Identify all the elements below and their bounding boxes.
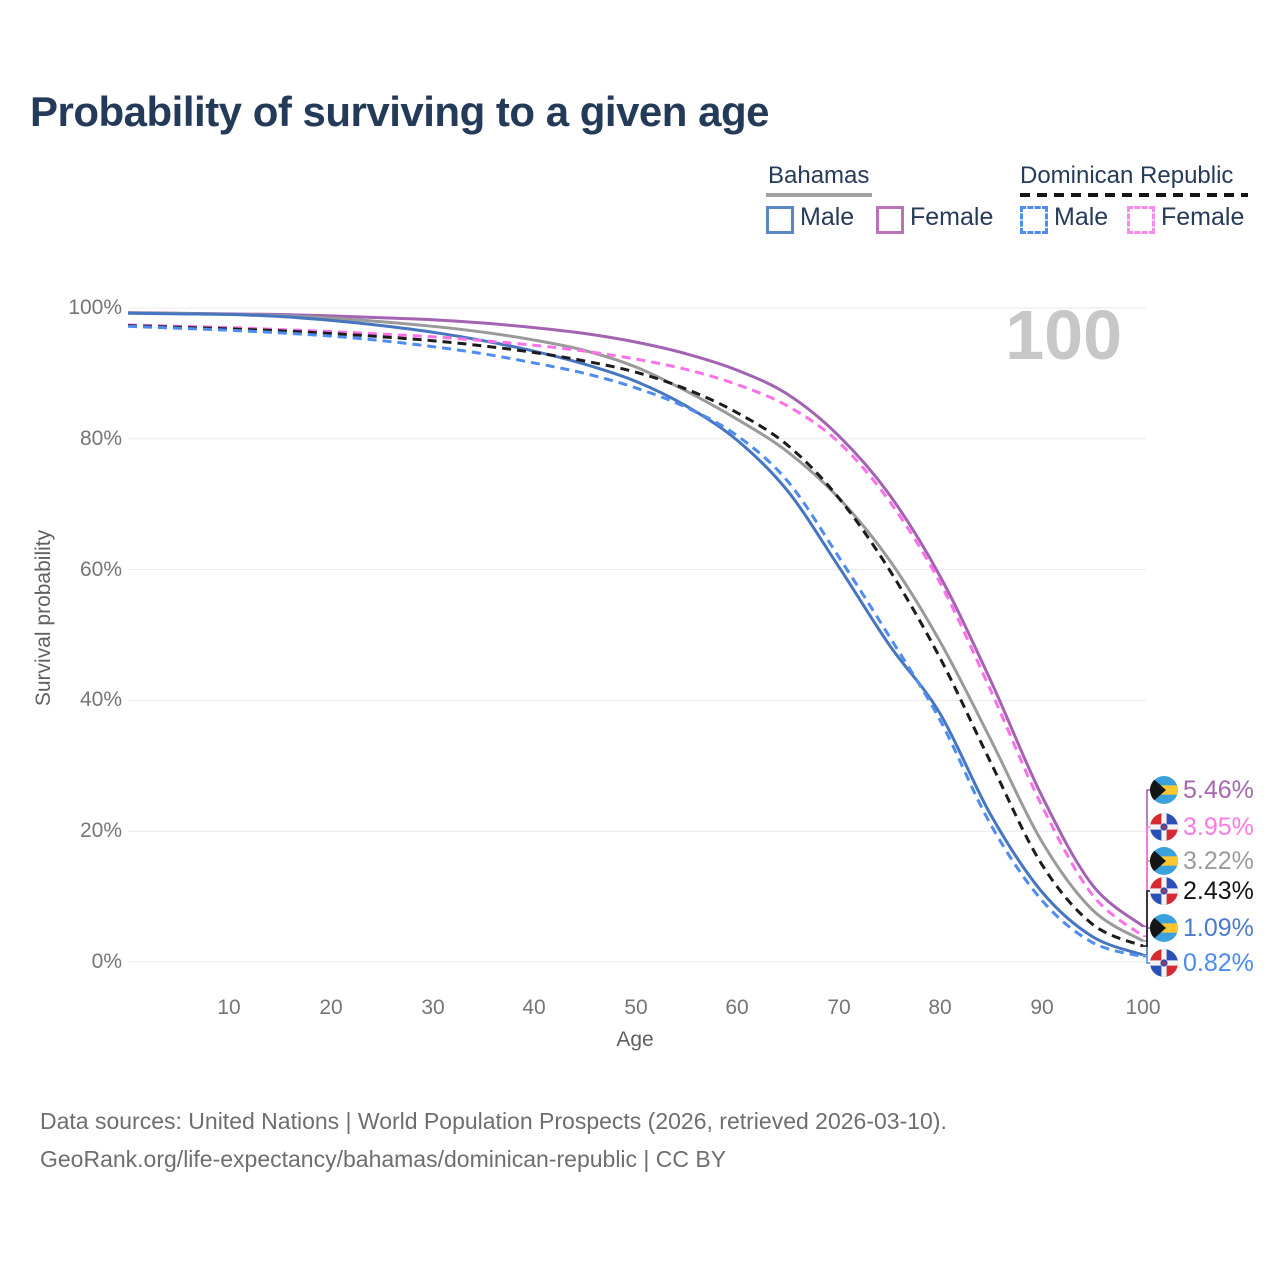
end-label-bahamas-male: 1.09%: [1150, 914, 1254, 942]
highlighted-age-watermark: 100: [1005, 296, 1122, 374]
y-tick-80: 80%: [79, 427, 122, 450]
legend-underline-dominican-republic: [1020, 193, 1248, 197]
end-label-value: 3.22%: [1183, 847, 1254, 875]
end-label-dr-total: 2.43%: [1150, 877, 1254, 905]
bahamas-flag-icon: [1150, 847, 1178, 875]
legend-label-dr-female[interactable]: Female: [1161, 203, 1245, 231]
end-label-value: 5.46%: [1183, 776, 1254, 804]
legend-swatch-dr-male[interactable]: [1020, 206, 1048, 234]
x-tick-80: 80: [928, 996, 952, 1019]
x-tick-30: 30: [421, 996, 445, 1019]
y-tick-40: 40%: [79, 688, 122, 711]
x-axis-title: Age: [616, 1028, 654, 1051]
dominican-republic-flag-icon: [1150, 949, 1178, 977]
y-tick-60: 60%: [79, 558, 122, 581]
x-tick-90: 90: [1030, 996, 1054, 1019]
legend-swatch-bahamas-male[interactable]: [766, 206, 794, 234]
end-label-bahamas-female: 5.46%: [1150, 776, 1254, 804]
end-label-value: 1.09%: [1183, 914, 1254, 942]
end-label-value: 3.95%: [1183, 813, 1254, 841]
legend-swatch-bahamas-female[interactable]: [876, 206, 904, 234]
y-axis-title: Survival probability: [32, 529, 55, 707]
data-sources-text: Data sources: United Nations | World Pop…: [40, 1108, 947, 1134]
x-tick-20: 20: [319, 996, 343, 1019]
legend-label-bahamas-male[interactable]: Male: [800, 203, 855, 231]
x-tick-40: 40: [522, 996, 546, 1019]
legend-label-dr-male[interactable]: Male: [1054, 203, 1109, 231]
y-tick-0: 0%: [91, 950, 122, 973]
y-tick-100: 100%: [68, 296, 122, 319]
x-tick-70: 70: [827, 996, 851, 1019]
page-title: Probability of surviving to a given age: [30, 88, 769, 135]
bahamas-flag-icon: [1150, 776, 1178, 804]
x-tick-60: 60: [725, 996, 749, 1019]
attribution-text: GeoRank.org/life-expectancy/bahamas/domi…: [40, 1146, 727, 1172]
end-label-value: 2.43%: [1183, 877, 1254, 905]
x-tick-10: 10: [217, 996, 241, 1019]
legend-swatch-dr-female[interactable]: [1127, 206, 1155, 234]
legend-group-bahamas: Bahamas: [768, 162, 870, 189]
legend-underline-bahamas: [766, 193, 872, 197]
end-label-bahamas-total: 3.22%: [1150, 847, 1254, 875]
x-tick-100: 100: [1125, 996, 1161, 1019]
end-label-dr-male: 0.82%: [1150, 949, 1254, 977]
legend-label-bahamas-female[interactable]: Female: [910, 203, 994, 231]
bahamas-flag-icon: [1150, 914, 1178, 942]
x-tick-50: 50: [624, 996, 648, 1019]
dominican-republic-flag-icon: [1150, 813, 1178, 841]
y-tick-20: 20%: [79, 819, 122, 842]
dominican-republic-flag-icon: [1150, 877, 1178, 905]
legend-group-dominican-republic: Dominican Republic: [1020, 162, 1234, 189]
end-label-dr-female: 3.95%: [1150, 813, 1254, 841]
end-label-value: 0.82%: [1183, 949, 1254, 977]
